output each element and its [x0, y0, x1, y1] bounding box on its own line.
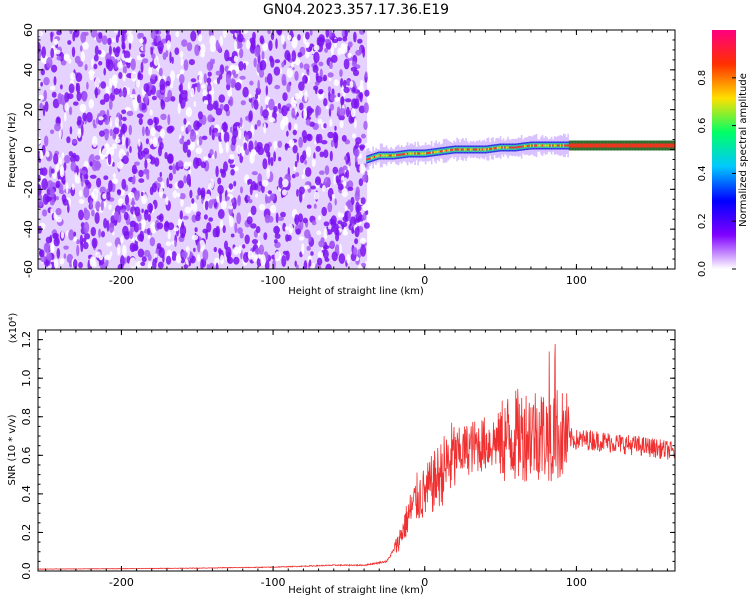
- figure-title: GN04.2023.357.17.36.E19: [263, 2, 449, 18]
- colorbar: 0.0 0.2 0.4 0.6 0.8 Normalized spectral ampli…: [697, 30, 749, 277]
- y-tick-label: 0.4: [20, 485, 33, 503]
- y-tick-label: 40: [22, 63, 35, 77]
- snr-frame: [37, 329, 676, 572]
- spectrogram-image: [38, 30, 675, 269]
- colorbar-tick-label: 0.4: [697, 165, 708, 181]
- y-tick-label: 20: [22, 103, 35, 117]
- colorbar-gradient: [712, 30, 736, 269]
- y-tick-label: -20: [22, 180, 35, 198]
- x-tick-label: 0: [421, 576, 428, 589]
- x-axis-label: Height of straight line (km): [288, 286, 424, 297]
- y-tick-label: 0: [22, 146, 35, 153]
- y-tick-label: 1.2: [20, 331, 33, 349]
- noise-speckle: [38, 30, 370, 269]
- y-tick-label: 60: [22, 23, 35, 37]
- x-tick-label: -100: [261, 576, 286, 589]
- x-tick-label: 100: [566, 576, 587, 589]
- x-tick-label: 0: [421, 274, 428, 287]
- x-tick-label: -100: [261, 274, 286, 287]
- y-tick-label: 0.0: [20, 562, 33, 580]
- y-tick-label: 0.2: [20, 524, 33, 542]
- x-tick-label: 100: [566, 274, 587, 287]
- y-tick-label: 0.6: [20, 447, 33, 465]
- y-axis-label: SNR (10 * v/v): [7, 414, 18, 485]
- y-tick-label: -40: [22, 220, 35, 238]
- snr-plot-area: [38, 344, 675, 570]
- colorbar-tick-label: 0.2: [697, 213, 708, 229]
- y-axis-label: Frequency (Hz): [7, 112, 18, 188]
- y-tick-label: -60: [22, 260, 35, 278]
- y-tick-label: 0.8: [20, 408, 33, 426]
- colorbar-tick-label: 0.0: [697, 261, 708, 277]
- y-tick-label: 1.0: [20, 369, 33, 387]
- snr-panel: -200 -100 0 100 0.0 0.2 0.4 0.6 0.8 1.0 1.2 Height …: [7, 313, 676, 596]
- signal-track: [366, 133, 675, 171]
- x-tick-label: -200: [109, 274, 134, 287]
- colorbar-label: Normalized spectral amplitude: [738, 73, 749, 227]
- colorbar-tick-label: 0.6: [697, 118, 708, 134]
- x-axis-label: Height of straight line (km): [288, 585, 424, 596]
- colorbar-tick-label: 0.8: [697, 70, 708, 86]
- x-tick-label: -200: [109, 576, 134, 589]
- y-multiplier-label: (x10⁴): [8, 313, 19, 344]
- snr-series-line: [38, 344, 675, 570]
